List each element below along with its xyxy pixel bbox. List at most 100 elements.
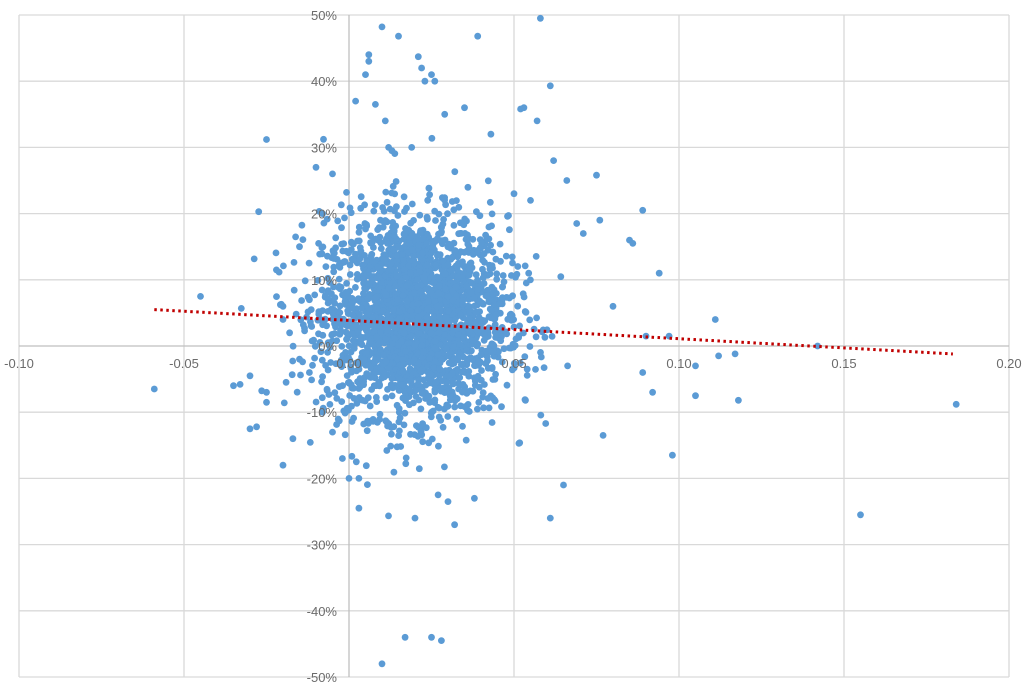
data-point (369, 238, 376, 246)
data-point (564, 362, 571, 370)
data-point (522, 396, 529, 404)
data-point (385, 512, 392, 520)
data-point (347, 299, 355, 307)
data-point (279, 461, 287, 469)
data-point (438, 356, 445, 363)
data-point (484, 177, 492, 185)
data-point (320, 135, 327, 143)
data-point (358, 304, 365, 312)
data-point (488, 307, 495, 314)
data-point (428, 71, 435, 78)
data-point (237, 305, 245, 312)
data-point (345, 342, 353, 350)
data-point (459, 388, 466, 396)
data-point (516, 439, 524, 447)
data-point (384, 232, 392, 239)
data-point (460, 221, 468, 229)
data-point (301, 277, 309, 285)
data-point (453, 263, 461, 271)
data-point (445, 307, 452, 315)
data-point (465, 372, 473, 380)
data-point (454, 253, 462, 261)
data-point (479, 256, 486, 264)
data-point (373, 398, 381, 405)
data-point (337, 201, 345, 209)
data-point (230, 382, 237, 390)
data-point (429, 244, 436, 252)
data-point (532, 253, 540, 260)
data-point (455, 230, 463, 238)
data-point (429, 407, 437, 415)
data-point (432, 217, 439, 224)
data-point (411, 431, 418, 438)
data-point (328, 337, 336, 345)
data-point (348, 238, 355, 246)
data-point (444, 403, 451, 410)
data-point (345, 379, 352, 386)
data-point (514, 263, 522, 270)
data-point (400, 193, 408, 201)
data-point (400, 421, 408, 429)
data-point (448, 254, 455, 262)
data-point (419, 420, 426, 428)
data-point (417, 228, 424, 235)
data-point (952, 400, 960, 408)
data-point (365, 51, 373, 59)
data-point (342, 356, 349, 364)
data-point (367, 253, 375, 260)
data-point (417, 367, 425, 375)
data-point (350, 323, 358, 331)
data-point (457, 311, 464, 319)
data-point (325, 391, 333, 398)
data-point (318, 378, 325, 386)
data-point (289, 357, 297, 365)
data-point (394, 296, 402, 304)
data-point (408, 246, 416, 254)
data-point (513, 270, 521, 278)
data-point (423, 213, 431, 221)
data-point (396, 308, 403, 316)
data-point (393, 252, 401, 259)
data-point (374, 226, 382, 234)
y-tick-label: 30% (311, 140, 337, 155)
data-point (382, 188, 390, 196)
data-point (399, 292, 407, 299)
data-point (480, 331, 488, 338)
data-point (480, 280, 488, 287)
data-point (460, 334, 467, 341)
data-point (324, 366, 332, 374)
data-point (435, 329, 443, 337)
data-point (461, 104, 468, 112)
data-point (364, 371, 372, 379)
data-point (464, 406, 471, 414)
data-point (478, 240, 486, 247)
data-point (297, 371, 304, 379)
data-point (366, 337, 374, 345)
data-point (341, 258, 349, 265)
data-point (520, 104, 528, 112)
data-point (522, 308, 530, 316)
data-point (362, 462, 370, 470)
data-point (357, 193, 365, 201)
data-point (431, 337, 439, 345)
data-point (442, 201, 449, 209)
data-point (390, 468, 398, 476)
data-point (384, 240, 391, 247)
data-point (487, 130, 495, 138)
data-point (507, 310, 515, 318)
data-point (326, 401, 334, 408)
data-point (491, 322, 499, 329)
y-tick-label: 20% (311, 207, 337, 222)
data-point (393, 443, 401, 451)
data-point (334, 217, 342, 225)
data-point (354, 237, 361, 245)
data-point (420, 274, 428, 282)
data-point (463, 347, 470, 354)
data-point (481, 381, 488, 388)
data-point (439, 423, 447, 431)
data-point (609, 302, 617, 310)
data-point (540, 364, 548, 371)
data-point (593, 171, 600, 179)
data-point (432, 261, 439, 269)
data-point (343, 280, 350, 287)
